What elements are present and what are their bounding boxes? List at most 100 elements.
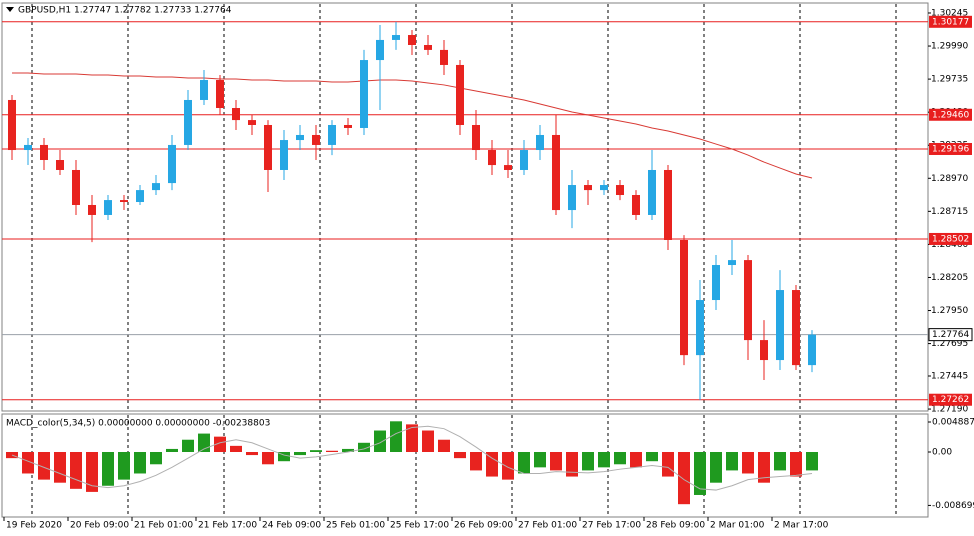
y-tick-label: -0.0086993 (932, 501, 974, 511)
candle-body (808, 334, 816, 366)
level-label-box (929, 232, 972, 245)
macd-bar (390, 421, 402, 453)
candle-body (312, 134, 320, 145)
x-tick-label: 25 Feb 01:00 (326, 521, 385, 531)
candle-body (440, 49, 448, 65)
candle-body (184, 99, 192, 145)
macd-bar (406, 424, 418, 453)
candle-body (344, 124, 352, 128)
macd-bar (422, 430, 434, 453)
x-tick-label: 2 Mar 01:00 (710, 521, 765, 531)
signal-line (11, 425, 813, 491)
macd-bar (278, 452, 290, 462)
x-tick-label: 2 Mar 17:00 (774, 521, 829, 531)
y-tick-label: 1.27695 (931, 339, 968, 349)
x-tick-label: 21 Feb 17:00 (198, 521, 257, 531)
macd-bar (150, 452, 162, 465)
candle-body (520, 150, 528, 170)
macd-bar (214, 436, 226, 453)
menu-triangle (6, 7, 14, 12)
macd-bar (806, 452, 818, 471)
macd-bar (454, 452, 466, 459)
candle-body (88, 204, 96, 215)
level-label: 1.28502 (932, 234, 969, 244)
macd-bar (630, 452, 642, 468)
macd-bar (326, 450, 338, 453)
last-price-box (928, 328, 973, 342)
candle-body (616, 185, 624, 196)
candle-body (56, 160, 64, 170)
macd-bar (790, 452, 802, 477)
macd-bar (310, 450, 322, 453)
macd-bar (614, 452, 626, 465)
candle-body (392, 35, 400, 40)
level-label-box (929, 393, 972, 406)
y-tick-label: 1.27190 (931, 405, 968, 415)
macd-bar (230, 445, 242, 453)
macd-bar (470, 452, 482, 471)
macd-bar (54, 452, 66, 483)
candle-body (200, 80, 208, 100)
macd-bar (598, 452, 610, 468)
x-tick-label: 26 Feb 09:00 (454, 521, 513, 531)
macd-bar (518, 452, 530, 474)
candle-body (600, 185, 608, 191)
macd-bar (38, 452, 50, 480)
y-tick-label: 1.28715 (931, 207, 968, 217)
y-tick-label: 0.00 (932, 448, 952, 458)
candle-body (120, 200, 128, 203)
candle-body (72, 169, 80, 205)
x-tick-label: 28 Feb 09:00 (646, 521, 705, 531)
candle-body (456, 64, 464, 125)
candle-body (8, 99, 16, 151)
candle-body (24, 144, 32, 151)
candle-body (376, 39, 384, 61)
macd-bar (566, 452, 578, 477)
x-tick-label: 20 Feb 09:00 (70, 521, 129, 531)
macd-bar (774, 452, 786, 471)
macd-bar (742, 452, 754, 474)
macd-bar (678, 452, 690, 505)
candle-body (424, 45, 432, 50)
macd-bar (662, 452, 674, 477)
candle-body (152, 183, 160, 191)
macd-bar (438, 439, 450, 453)
x-tick-label: 25 Feb 17:00 (390, 521, 449, 531)
macd-bar (342, 448, 354, 453)
macd-bar (294, 452, 306, 456)
candle-body (680, 239, 688, 356)
y-tick-label: 1.29735 (931, 75, 968, 85)
chart-title: GBPUSD,H1 1.27747 1.27782 1.27733 1.2776… (18, 6, 232, 16)
macd-title: MACD_color(5,34,5) 0.00000000 0.00000000… (6, 419, 270, 429)
y-tick-label: 1.28205 (931, 273, 968, 283)
level-label-box (929, 108, 972, 121)
candle-body (760, 340, 768, 361)
candle-body (216, 80, 224, 109)
candle-body (264, 124, 272, 170)
candle-body (488, 150, 496, 166)
candle-body (696, 300, 704, 356)
candle-body (408, 35, 416, 46)
macd-bar (646, 452, 658, 462)
y-tick-label: 1.27950 (931, 306, 968, 316)
x-tick-label: 27 Feb 17:00 (582, 521, 641, 531)
macd-bar (182, 439, 194, 453)
candle-body (536, 134, 544, 151)
y-tick-label: 1.27445 (931, 371, 968, 381)
macd-bar (502, 452, 514, 480)
level-label: 1.29196 (932, 144, 969, 154)
macd-bar (118, 452, 130, 480)
candle-body (712, 265, 720, 301)
candle-body (744, 260, 752, 341)
candle-body (472, 124, 480, 151)
main-pane (1, 2, 929, 412)
macd-bar (582, 452, 594, 471)
candle-body (728, 260, 736, 266)
candle-body (792, 290, 800, 366)
candle-body (232, 108, 240, 121)
macd-bar (6, 452, 18, 459)
x-tick-label: 24 Feb 09:00 (262, 521, 321, 531)
candle-body (664, 169, 672, 240)
